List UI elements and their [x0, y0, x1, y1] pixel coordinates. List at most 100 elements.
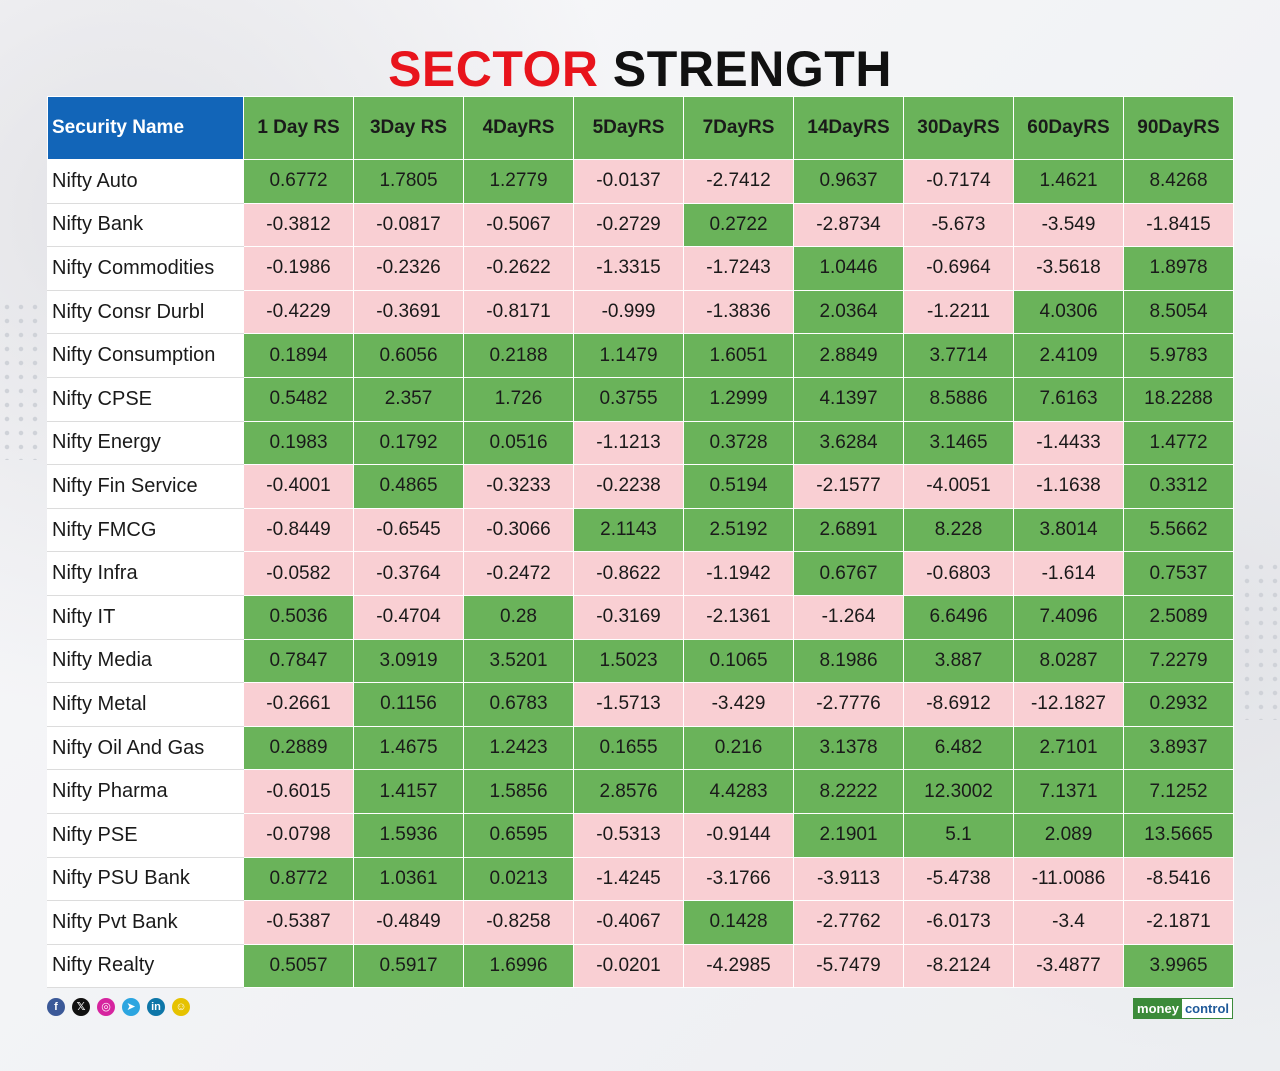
rs-value-cell: -0.4849 — [353, 900, 464, 945]
rs-value-cell: 8.0287 — [1013, 638, 1124, 684]
rs-value-cell: 0.2889 — [243, 725, 354, 771]
rs-value-cell: 0.5036 — [243, 594, 354, 640]
rs-value-cell: 4.1397 — [793, 376, 904, 422]
rs-value-cell: -0.9144 — [683, 812, 794, 858]
rs-value-cell: 0.5917 — [353, 943, 464, 989]
rs-value-cell: 3.8014 — [1013, 507, 1124, 553]
rs-value-cell: -1.264 — [793, 594, 904, 640]
instagram-icon[interactable]: ◎ — [97, 998, 115, 1016]
table-row: Nifty Pharma -0.6015 1.4157 1.5856 2.8576 4.4… — [47, 769, 1234, 814]
column-header-90dayrs: 90DayRS — [1123, 96, 1234, 160]
column-header-5dayrs: 5DayRS — [573, 96, 684, 160]
rs-value-cell: 0.6772 — [243, 159, 354, 204]
rs-value-cell: 2.8849 — [793, 333, 904, 378]
security-name-cell: Nifty Realty — [47, 943, 244, 989]
rs-value-cell: 1.1479 — [573, 333, 684, 378]
rs-value-cell: 0.6767 — [793, 551, 904, 596]
security-name-cell: Nifty Commodities — [47, 246, 244, 291]
rs-value-cell: 0.3312 — [1123, 464, 1234, 509]
rs-value-cell: 1.2999 — [683, 376, 794, 422]
rs-value-cell: -1.3836 — [683, 289, 794, 335]
brand-money: money — [1134, 999, 1182, 1018]
rs-value-cell: -0.0798 — [243, 812, 354, 858]
rs-value-cell: 0.8772 — [243, 856, 354, 902]
rs-value-cell: -0.3169 — [573, 594, 684, 640]
rs-value-cell: 7.6163 — [1013, 376, 1124, 422]
rs-value-cell: 1.726 — [463, 376, 574, 422]
rs-value-cell: -0.5067 — [463, 202, 574, 248]
rs-value-cell: 12.3002 — [903, 769, 1014, 814]
column-header-1-day-rs: 1 Day RS — [243, 96, 354, 160]
rs-value-cell: -4.0051 — [903, 464, 1014, 509]
table-row: Nifty Auto 0.6772 1.7805 1.2779 -0.0137 -2.74… — [47, 159, 1234, 204]
rs-value-cell: 7.4096 — [1013, 594, 1124, 640]
rs-value-cell: 4.4283 — [683, 769, 794, 814]
rs-value-cell: 7.1371 — [1013, 769, 1124, 814]
rs-value-cell: 0.1655 — [573, 725, 684, 771]
rs-value-cell: 0.5482 — [243, 376, 354, 422]
rs-value-cell: 5.5662 — [1123, 507, 1234, 553]
table-body: Nifty Auto 0.6772 1.7805 1.2779 -0.0137 -2.74… — [47, 159, 1234, 989]
rs-value-cell: -2.1361 — [683, 594, 794, 640]
rs-value-cell: 3.1378 — [793, 725, 904, 771]
telegram-icon[interactable]: ➤ — [122, 998, 140, 1016]
rs-value-cell: 2.1143 — [573, 507, 684, 553]
column-header-security-name: Security Name — [47, 96, 244, 160]
security-name-cell: Nifty CPSE — [47, 376, 244, 422]
rs-value-cell: 0.6783 — [463, 682, 574, 727]
rs-value-cell: 0.7537 — [1123, 551, 1234, 596]
security-name-cell: Nifty Metal — [47, 682, 244, 727]
rs-value-cell: 2.5192 — [683, 507, 794, 553]
rs-value-cell: -0.6015 — [243, 769, 354, 814]
rs-value-cell: 1.5936 — [353, 812, 464, 858]
column-header-3day-rs: 3Day RS — [353, 96, 464, 160]
rs-value-cell: -0.2661 — [243, 682, 354, 727]
rs-value-cell: -0.2238 — [573, 464, 684, 509]
rs-value-cell: 0.6595 — [463, 812, 574, 858]
rs-value-cell: -0.4001 — [243, 464, 354, 509]
snapchat-icon[interactable]: ☺ — [172, 998, 190, 1016]
rs-value-cell: -8.6912 — [903, 682, 1014, 727]
security-name-cell: Nifty PSU Bank — [47, 856, 244, 902]
rs-value-cell: 2.6891 — [793, 507, 904, 553]
table-row: Nifty Pvt Bank -0.5387 -0.4849 -0.8258 -0.40… — [47, 900, 1234, 945]
rs-value-cell: -5.4738 — [903, 856, 1014, 902]
rs-value-cell: -3.9113 — [793, 856, 904, 902]
rs-value-cell: -0.4704 — [353, 594, 464, 640]
rs-value-cell: 1.7805 — [353, 159, 464, 204]
rs-value-cell: 8.5054 — [1123, 289, 1234, 335]
rs-value-cell: 0.5057 — [243, 943, 354, 989]
rs-value-cell: 0.4865 — [353, 464, 464, 509]
rs-value-cell: -0.2622 — [463, 246, 574, 291]
rs-value-cell: -0.7174 — [903, 159, 1014, 204]
rs-value-cell: -0.8171 — [463, 289, 574, 335]
rs-value-cell: 1.8978 — [1123, 246, 1234, 291]
rs-value-cell: -1.4433 — [1013, 420, 1124, 466]
rs-value-cell: 0.5194 — [683, 464, 794, 509]
rs-value-cell: 0.0213 — [463, 856, 574, 902]
rs-value-cell: 2.0364 — [793, 289, 904, 335]
rs-value-cell: 0.0516 — [463, 420, 574, 466]
rs-value-cell: -0.1986 — [243, 246, 354, 291]
rs-value-cell: -1.5713 — [573, 682, 684, 727]
linkedin-icon[interactable]: in — [147, 998, 165, 1016]
rs-value-cell: 0.1894 — [243, 333, 354, 378]
facebook-icon[interactable]: f — [47, 998, 65, 1016]
rs-value-cell: 5.9783 — [1123, 333, 1234, 378]
column-header-60dayrs: 60DayRS — [1013, 96, 1124, 160]
security-name-cell: Nifty Infra — [47, 551, 244, 596]
title-strength: STRENGTH — [612, 41, 892, 97]
rs-value-cell: -3.4 — [1013, 900, 1124, 945]
rs-value-cell: -3.1766 — [683, 856, 794, 902]
rs-value-cell: -3.4877 — [1013, 943, 1124, 989]
rs-value-cell: 0.28 — [463, 594, 574, 640]
table-header-row: Security Name 1 Day RS 3Day RS 4DayRS 5DayRS… — [47, 96, 1234, 160]
rs-value-cell: 0.2188 — [463, 333, 574, 378]
security-name-cell: Nifty Consumption — [47, 333, 244, 378]
x-icon[interactable]: 𝕏 — [72, 998, 90, 1016]
rs-value-cell: 3.5201 — [463, 638, 574, 684]
security-name-cell: Nifty Bank — [47, 202, 244, 248]
rs-value-cell: 0.1428 — [683, 900, 794, 945]
rs-value-cell: 5.1 — [903, 812, 1014, 858]
rs-value-cell: -0.0137 — [573, 159, 684, 204]
